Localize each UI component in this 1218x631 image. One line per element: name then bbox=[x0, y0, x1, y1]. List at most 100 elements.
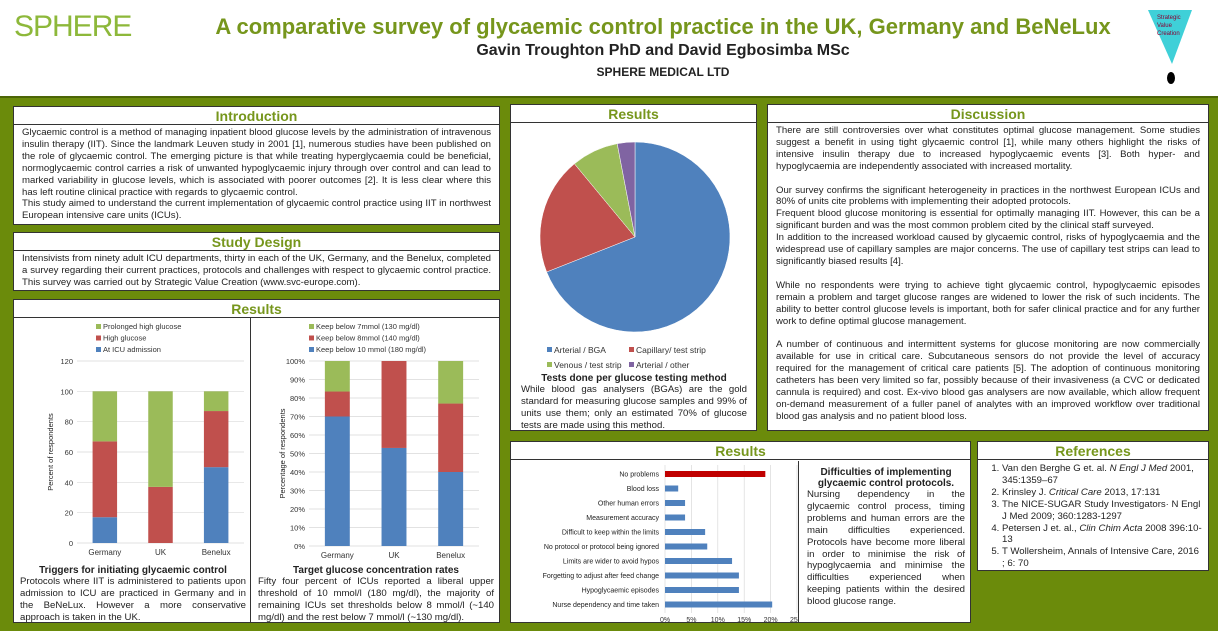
bar-segment bbox=[438, 361, 464, 404]
reference-text: T Wollersheim, Annals of Intensive Care,… bbox=[1002, 546, 1199, 570]
discussion-paragraph: Frequent blood glucose monitoring is ess… bbox=[776, 208, 1200, 232]
results-charts-panel: Results 0 20 40 60 80 100 120 Percent of respon… bbox=[13, 299, 500, 623]
discussion-text: There are still controversies over what … bbox=[768, 123, 1208, 425]
y-tick-label: 60 bbox=[65, 448, 73, 457]
category-label: Measurement accuracy bbox=[586, 515, 659, 522]
bar bbox=[665, 572, 739, 579]
discussion-paragraph: A number of continuous and intermittent … bbox=[776, 339, 1200, 422]
study-design-text: Intensivists from ninety adult ICU depar… bbox=[22, 253, 491, 288]
testing-method-pie-chart: Arterial / BGA Capillary/ test strip Venou… bbox=[539, 141, 731, 370]
poster-header: SPHERE A comparative survey of glycaemic… bbox=[0, 0, 1218, 96]
targets-caption: Target glucose concentration rates Fifty… bbox=[258, 565, 494, 624]
pie-slice bbox=[546, 141, 731, 333]
company: SPHERE MEDICAL LTD bbox=[596, 65, 730, 79]
discussion-paragraph: While no respondents were trying to achi… bbox=[776, 279, 1200, 327]
x-tick-label: UK bbox=[155, 548, 167, 557]
x-tick-label: Benelux bbox=[202, 548, 231, 557]
introduction-panel: Introduction Glycaemic control is a meth… bbox=[13, 106, 500, 225]
svc-logo-word: Value bbox=[1157, 23, 1173, 29]
bar bbox=[665, 601, 773, 608]
reference-text: Petersen J et. al., bbox=[1002, 522, 1080, 534]
targets-chart: 0% 10% 20% 30% 40% 50% 60% 70% 80% 90% 100% Percent… bbox=[278, 322, 479, 560]
targets-caption-title: Target glucose concentration rates bbox=[293, 565, 459, 576]
bar bbox=[665, 514, 686, 521]
y-tick-label: 70% bbox=[290, 413, 305, 422]
legend-label: Arterial / other bbox=[636, 360, 690, 370]
reference-text: 2001, 345:1359–67 bbox=[1002, 463, 1194, 486]
bar-segment bbox=[324, 361, 350, 392]
legend-swatch bbox=[629, 362, 634, 367]
reference-text: 2008 396:10-13 bbox=[1002, 522, 1202, 546]
reference-item: Petersen J et. al., Clin Chim Acta 2008 … bbox=[1002, 523, 1202, 547]
y-tick-label: 90% bbox=[290, 376, 305, 385]
y-tick-label: 60% bbox=[290, 431, 305, 440]
bar bbox=[665, 485, 679, 492]
x-tick-label: 25% bbox=[790, 617, 798, 623]
legend-label: Keep below 7mmol (130 mg/dl) bbox=[316, 322, 420, 331]
svc-logo: Strategic Value Creation bbox=[1148, 10, 1192, 84]
legend-label: Venous / test strip bbox=[554, 360, 622, 370]
y-tick-label: 50% bbox=[290, 450, 305, 459]
triggers-caption: Triggers for initiating glycaemic contro… bbox=[20, 565, 246, 624]
bar bbox=[665, 500, 686, 506]
bar bbox=[665, 471, 766, 477]
category-label: Blood loss bbox=[627, 486, 660, 493]
legend-swatch bbox=[309, 324, 314, 329]
difficulties-caption: Difficulties of implementing glycaemic c… bbox=[807, 467, 965, 608]
results-heading: Results bbox=[511, 105, 756, 123]
triggers-caption-text: Protocols where IIT is administered to p… bbox=[20, 576, 246, 623]
bar-segment bbox=[203, 391, 229, 412]
bar-segment bbox=[203, 411, 229, 468]
authors: Gavin Troughton PhD and David Egbosimba … bbox=[476, 42, 850, 59]
discussion-heading: Discussion bbox=[768, 105, 1208, 123]
results-difficulties-panel: Results 0% 5% 10% 15% 20% 25% No problems Blood… bbox=[510, 441, 971, 623]
y-axis-label: Percentage of respondents bbox=[278, 408, 287, 498]
reference-text: The NICE-SUGAR Study Investigators· N En… bbox=[1002, 498, 1201, 522]
legend-swatch bbox=[547, 347, 552, 352]
x-tick-label: Germany bbox=[88, 548, 121, 557]
references-list: Van den Berghe G et. al. N Engl J Med 20… bbox=[978, 460, 1208, 570]
legend-swatch bbox=[309, 347, 314, 352]
bar-segment bbox=[324, 391, 350, 417]
bar bbox=[665, 529, 706, 535]
category-label: No problems bbox=[619, 472, 659, 479]
category-label: Limits are wider to avoid hypos bbox=[563, 559, 660, 566]
pie-caption: Tests done per glucose testing method Wh… bbox=[521, 373, 747, 432]
svc-logo-word: Creation bbox=[1157, 31, 1180, 37]
y-tick-label: 80 bbox=[65, 418, 73, 427]
pie-caption-text: While blood gas analysers (BGAs) are the… bbox=[521, 384, 747, 431]
bar-segment bbox=[438, 472, 464, 546]
y-tick-label: 0 bbox=[69, 539, 73, 548]
bar-segment bbox=[148, 486, 173, 543]
targets-caption-text: Fifty four percent of ICUs reported a li… bbox=[258, 576, 494, 623]
discussion-paragraph: In addition to the increased workload ca… bbox=[776, 232, 1200, 267]
y-axis-label: Percent of respondents bbox=[46, 413, 55, 491]
bar bbox=[665, 587, 739, 593]
divider bbox=[250, 318, 251, 623]
bar-segment bbox=[438, 403, 464, 472]
legend-label: Keep below 10 mmol (180 mg/dl) bbox=[316, 345, 427, 354]
y-tick-label: 0% bbox=[294, 542, 305, 551]
category-label: Other human errors bbox=[598, 501, 660, 508]
reference-text: Critical Care bbox=[1048, 486, 1102, 498]
reference-text: 2013, 17:131 bbox=[1101, 486, 1161, 498]
bar bbox=[665, 543, 708, 550]
bar-segment bbox=[381, 447, 407, 546]
legend-label: At ICU admission bbox=[103, 345, 161, 354]
legend-swatch bbox=[547, 362, 552, 367]
category-label: Nurse dependency and time taken bbox=[552, 602, 659, 609]
pie-slice bbox=[616, 141, 636, 238]
results-pie-panel: Results Arterial / BGA Capillary/ test st… bbox=[510, 104, 757, 431]
study-design-panel: Study Design Intensivists from ninety ad… bbox=[13, 232, 500, 291]
y-tick-label: 10% bbox=[290, 524, 305, 533]
intro-paragraph: Glycaemic control is a method of managin… bbox=[22, 127, 491, 198]
bar-segment bbox=[92, 391, 118, 442]
introduction-heading: Introduction bbox=[14, 107, 499, 125]
difficulties-bar-chart: 0% 5% 10% 15% 20% 25% No problems Blood loss Oth… bbox=[543, 465, 798, 623]
bar-segment bbox=[148, 391, 173, 487]
y-tick-label: 120 bbox=[60, 357, 73, 366]
legend-label: Capillary/ test strip bbox=[636, 345, 706, 355]
y-tick-label: 40% bbox=[290, 468, 305, 477]
bar-segment bbox=[324, 416, 350, 546]
reference-text: Krinsley J. bbox=[1002, 486, 1049, 498]
